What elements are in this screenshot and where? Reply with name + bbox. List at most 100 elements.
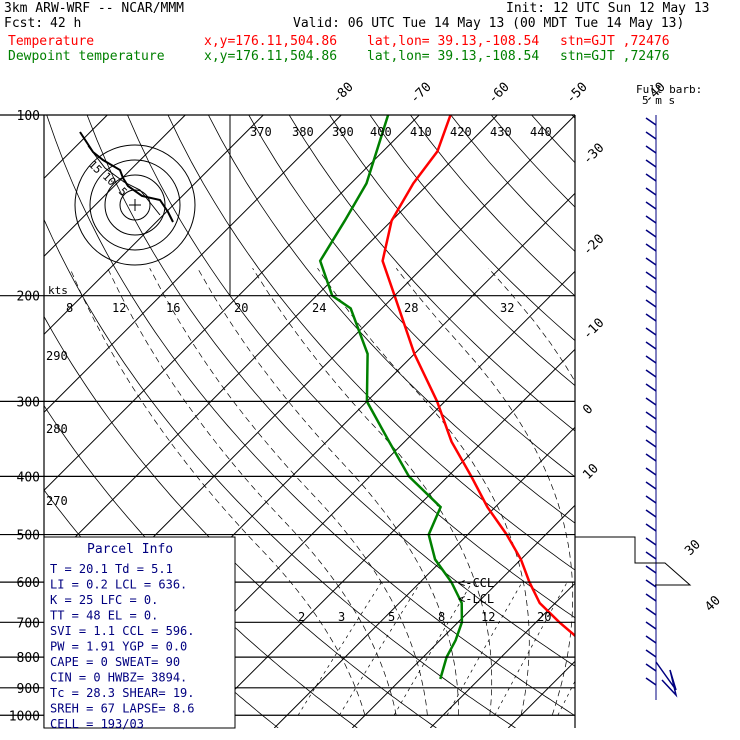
isotherm-label: -30 — [580, 141, 607, 168]
isotherm-line — [507, 660, 575, 728]
parcel-info-frame — [43, 536, 236, 729]
pressure-label: 800 — [17, 651, 40, 666]
dry-adiabat — [450, 115, 575, 252]
temperature-station: stn=GJT ,72476 — [560, 34, 670, 49]
isotherm-line — [44, 115, 264, 335]
wind-barb — [645, 481, 657, 490]
wind-barb — [645, 635, 657, 644]
hodograph-ring-label: 15 — [86, 158, 105, 177]
hodograph-trace — [87, 145, 161, 216]
moist-adiabat — [252, 268, 493, 716]
hodograph-ring — [74, 144, 196, 266]
isotherm-label: -10 — [580, 316, 607, 343]
pressure-label: 400 — [17, 470, 40, 485]
wind-bracket — [575, 536, 692, 586]
pressure-label: 300 — [17, 395, 40, 410]
dewpoint-legend: Dewpoint temperature — [8, 49, 165, 64]
dry-adiabat — [612, 115, 740, 728]
isotherm-line — [586, 115, 740, 728]
dry-adiabat — [248, 115, 575, 478]
wind-barb — [645, 145, 657, 154]
wind-barb — [645, 579, 657, 588]
parcel-info-title: Parcel Info — [87, 542, 173, 557]
parcel-info-row: PW = 1.91 YGP = 0.0 — [50, 640, 187, 654]
mixing-ratio-label: 3 — [338, 610, 345, 624]
wind-barb — [645, 607, 657, 616]
wind-barb — [645, 621, 657, 630]
ccl-label: <-CCL — [458, 576, 494, 590]
forecast-label: Fcst: — [4, 16, 44, 31]
theta-label: 290 — [46, 349, 68, 363]
wind-barb — [645, 201, 657, 210]
parcel-info-row: CELL = 193/03 — [50, 717, 144, 731]
moist-adiabat — [488, 267, 575, 383]
parcel-info-row: T = 20.1 Td = 5.1 — [50, 562, 173, 576]
pressure-label: 600 — [17, 576, 40, 591]
dry-adiabat — [288, 115, 575, 432]
wind-barb — [645, 243, 657, 252]
wind-barb — [645, 509, 657, 518]
isotherm-label: 10 — [580, 461, 602, 483]
mixing-ratio-label: 12 — [481, 610, 495, 624]
hodograph-speed-label: 8 — [66, 301, 73, 315]
dry-adiabat — [208, 115, 575, 524]
wind-barbs — [575, 115, 692, 700]
moist-adiabat — [197, 268, 459, 716]
theta-label: 280 — [46, 422, 68, 436]
wind-barb — [645, 383, 657, 392]
wind-barb — [645, 229, 657, 238]
hodograph-speed-label: 20 — [234, 301, 248, 315]
hodograph-ring-label: 10 — [100, 170, 119, 189]
parcel-info-row: K = 25 LFC = 0. — [50, 593, 158, 607]
mixing-ratio-line — [494, 581, 568, 716]
dewpoint-station: stn=GJT ,72476 — [560, 49, 670, 64]
hodograph-speed-label: 24 — [312, 301, 326, 315]
theta-label: 420 — [450, 125, 472, 139]
hodograph-ring — [89, 159, 181, 251]
isotherm-line — [195, 348, 575, 728]
hodograph-ring — [104, 174, 166, 236]
wind-barb — [645, 425, 657, 434]
wind-barb — [645, 117, 657, 126]
dewpoint-curve — [318, 115, 464, 680]
dry-adiabat — [44, 315, 437, 728]
theta-label: 440 — [530, 125, 552, 139]
hodograph-trace — [79, 131, 174, 223]
wind-barb — [645, 369, 657, 378]
isotherm-label: -80 — [330, 80, 357, 107]
wind-barb — [645, 355, 657, 364]
pressure-label: 700 — [17, 616, 40, 631]
mixing-ratio-label: 20 — [537, 610, 551, 624]
hodograph-speed-label: 32 — [500, 301, 514, 315]
isotherm-line — [44, 115, 498, 569]
dry-adiabat — [167, 115, 575, 571]
wind-barb — [645, 453, 657, 462]
isotherm-line — [44, 115, 186, 257]
dewpoint-latlon: lat,lon= 39.13,-108.54 — [367, 49, 540, 64]
wind-barb — [645, 299, 657, 308]
isotherm-line — [273, 426, 575, 728]
mixing-ratio-line — [446, 581, 523, 716]
dry-adiabat — [653, 115, 740, 728]
pressure-label: 1000 — [9, 709, 40, 724]
isotherm-line — [0, 115, 29, 728]
isotherm-label: -20 — [580, 232, 607, 259]
isotherm-label: 40 — [702, 593, 724, 615]
dry-adiabat — [693, 115, 740, 728]
theta-label: 380 — [292, 125, 314, 139]
wind-barb — [645, 215, 657, 224]
pressure-label: 100 — [17, 109, 40, 124]
parcel-info-box: Parcel Info T = 20.1 Td = 5.1 LI = 0.2 LCL… — [43, 536, 236, 731]
parcel-info-row: SVI = 1.1 CCL = 596. — [50, 624, 195, 638]
isotherm-line — [44, 115, 420, 491]
isotherm-line — [429, 582, 575, 728]
parcel-info-row: Tc = 28.3 SHEAR= 19. — [50, 686, 195, 700]
mixing-ratio-label: 5 — [388, 610, 395, 624]
isotherm-label: -60 — [486, 80, 513, 107]
isotherm-label: 0 — [580, 402, 596, 418]
lcl-label: <-LCL — [458, 592, 494, 606]
dry-adiabat — [127, 115, 575, 619]
wind-barb — [645, 397, 657, 406]
pressure-label: 200 — [17, 290, 40, 305]
